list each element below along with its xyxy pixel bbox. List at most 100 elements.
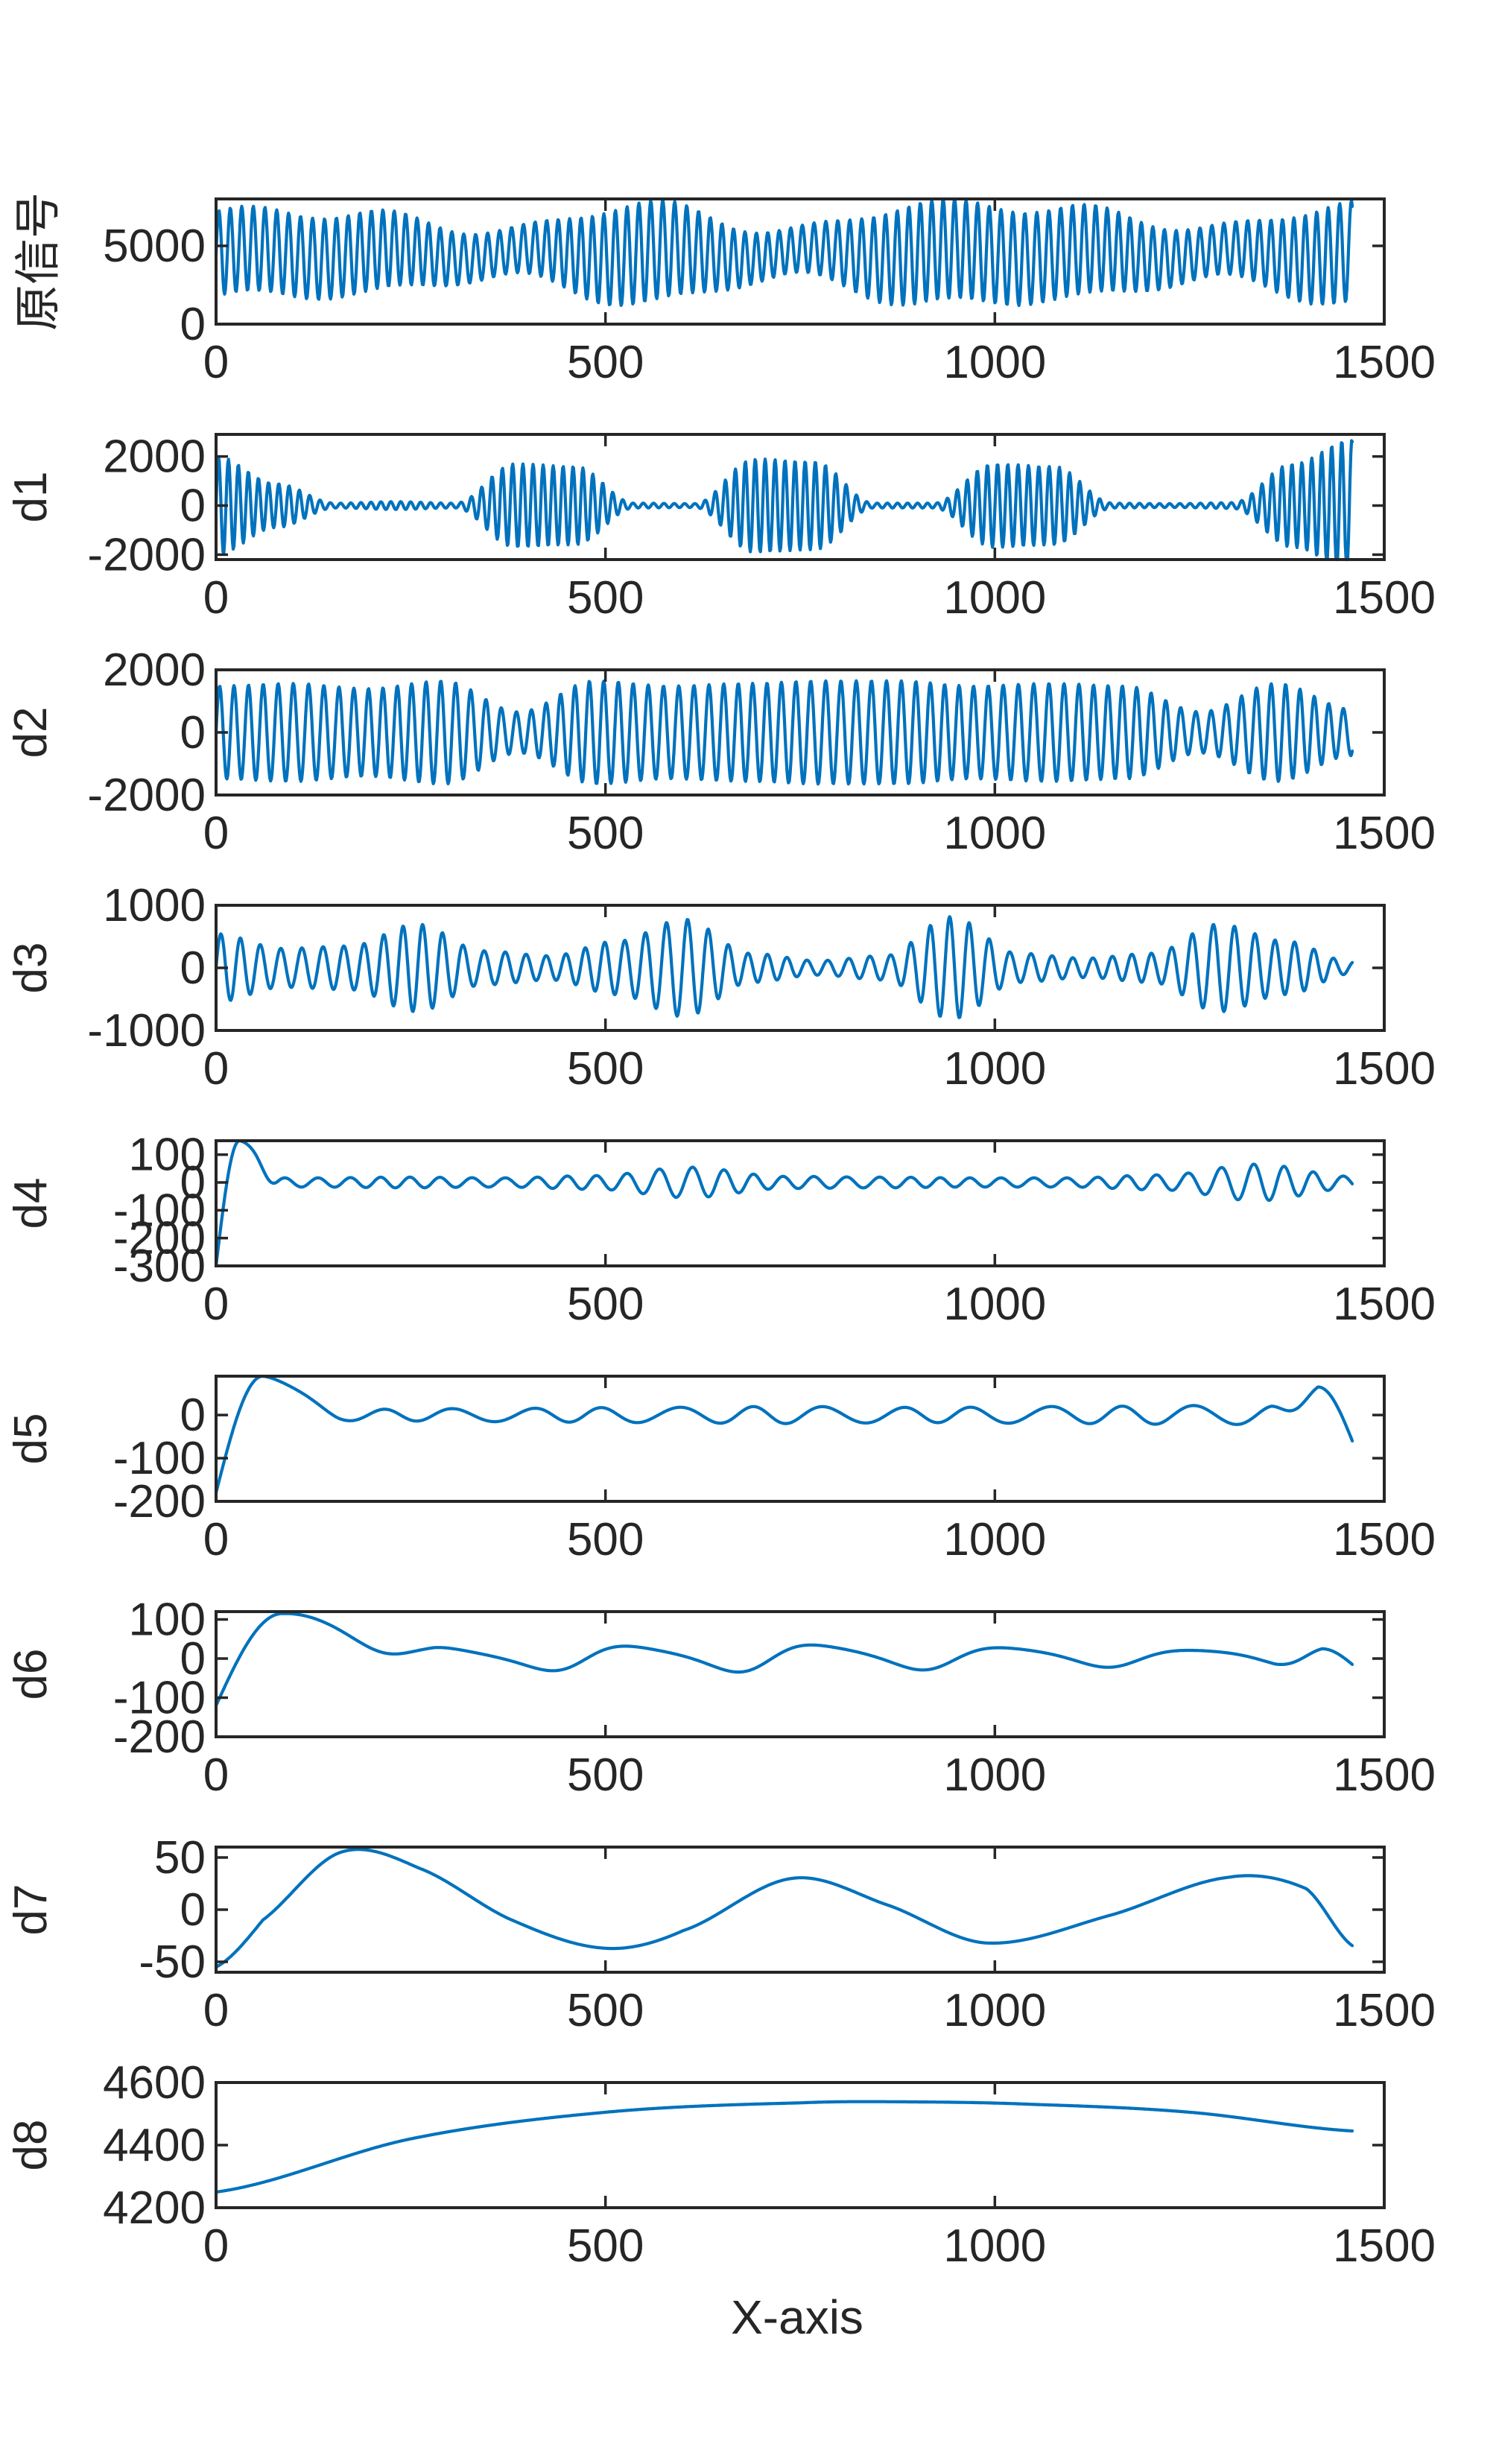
y-tick-label: 100 (129, 1130, 206, 1181)
y-tick-label: 0 (180, 299, 206, 350)
series-line-d2 (214, 679, 1354, 786)
y-axis-label: d6 (5, 1649, 57, 1700)
y-tick-label: 2000 (103, 644, 206, 696)
y-axis-label: d3 (5, 943, 57, 994)
x-tick-label: 0 (203, 2220, 229, 2272)
y-tick-label: -1000 (87, 1005, 206, 1057)
x-tick-label: 1500 (1333, 808, 1436, 859)
x-tick-label: 500 (567, 1279, 644, 1330)
y-tick-label: 0 (180, 1157, 206, 1209)
series-line-d6 (214, 1612, 1354, 1708)
x-tick-label: 500 (567, 572, 644, 624)
x-tick-label: 0 (203, 1279, 229, 1330)
plot-frame (215, 1846, 1386, 1974)
x-tick-label: 500 (567, 1514, 644, 1565)
x-tick-label: 0 (203, 1043, 229, 1095)
plot-frame (215, 1139, 1386, 1267)
x-tick-label: 1500 (1333, 1749, 1436, 1801)
subplot-原信号: 0 500 1000 1500 0 5000 原信号 (13, 192, 1436, 388)
x-tick-label: 500 (567, 1749, 644, 1801)
x-tick-label: 1500 (1333, 337, 1436, 388)
y-axis-label: d1 (5, 472, 57, 523)
y-tick-label: -200 (113, 1711, 206, 1763)
x-tick-label: 500 (567, 337, 644, 388)
y-tick-label: 0 (180, 481, 206, 532)
x-tick-label: 1500 (1333, 1985, 1436, 2036)
x-tick-label: 1000 (943, 337, 1046, 388)
y-axis-label: d2 (5, 707, 57, 758)
x-tick-label: 1000 (943, 1043, 1046, 1095)
x-axis-label: X-axis (731, 2290, 863, 2344)
plot-frame (215, 1610, 1386, 1738)
x-tick-label: 1500 (1333, 1514, 1436, 1565)
y-tick-label: -300 (113, 1241, 206, 1292)
x-tick-label: 500 (567, 1043, 644, 1095)
series-line-d5 (214, 1374, 1354, 1495)
y-tick-label: 2000 (103, 431, 206, 483)
y-tick-label: -200 (113, 1213, 206, 1264)
y-tick-label: -2000 (87, 529, 206, 580)
y-tick-label: 0 (180, 1390, 206, 1441)
x-tick-label: 0 (203, 1985, 229, 2036)
y-axis-label: 原信号 (13, 192, 64, 331)
y-tick-label: 1000 (103, 880, 206, 931)
x-tick-label: 1000 (943, 1514, 1046, 1565)
x-tick-label: 1500 (1333, 1043, 1436, 1095)
y-tick-label: 0 (180, 707, 206, 758)
y-tick-label: 5000 (103, 221, 206, 272)
y-tick-label: 4400 (103, 2120, 206, 2171)
series-line-原信号 (214, 197, 1354, 308)
y-tick-label: -100 (113, 1673, 206, 1724)
y-tick-label: 0 (180, 1633, 206, 1685)
subplot-d8: 0 500 1000 1500 4200 4400 4600 d8 (5, 2057, 1436, 2272)
x-tick-label: 1500 (1333, 1279, 1436, 1330)
x-tick-label: 0 (203, 1514, 229, 1565)
y-axis-label: d4 (5, 1178, 57, 1229)
x-tick-label: 500 (567, 808, 644, 859)
plot-frame (215, 1375, 1386, 1503)
y-tick-label: 100 (129, 1594, 206, 1646)
y-axis-label: d5 (5, 1413, 57, 1465)
series-line-d7 (214, 1848, 1354, 1969)
x-tick-label: 0 (203, 337, 229, 388)
x-tick-label: 500 (567, 2220, 644, 2272)
x-tick-label: 1000 (943, 1985, 1046, 2036)
plot-frame (215, 197, 1386, 326)
x-tick-label: 1000 (943, 2220, 1046, 2272)
y-tick-label: 50 (154, 1832, 206, 1884)
y-tick-label: 0 (180, 943, 206, 994)
x-tick-label: 1000 (943, 572, 1046, 624)
y-tick-label: -200 (113, 1476, 206, 1527)
x-tick-label: 0 (203, 1749, 229, 1801)
x-tick-label: 1000 (943, 1749, 1046, 1801)
x-tick-label: 1500 (1333, 572, 1436, 624)
y-tick-label: -2000 (87, 770, 206, 821)
y-tick-label: 4200 (103, 2182, 206, 2234)
x-tick-label: 1000 (943, 808, 1046, 859)
series-line-d1 (214, 439, 1354, 562)
y-tick-label: 0 (180, 1884, 206, 1936)
series-line-d3 (214, 915, 1354, 1019)
y-tick-label: -50 (139, 1936, 206, 1988)
y-axis-label: d8 (5, 2120, 57, 2171)
x-tick-label: 0 (203, 808, 229, 859)
y-axis-label: d7 (5, 1884, 57, 1936)
y-tick-label: -100 (113, 1433, 206, 1484)
x-tick-label: 1000 (943, 1279, 1046, 1330)
y-tick-label: 4600 (103, 2057, 206, 2109)
x-tick-label: 500 (567, 1985, 644, 2036)
x-tick-label: 0 (203, 572, 229, 624)
plot-frame (215, 433, 1386, 561)
y-tick-label: -100 (113, 1185, 206, 1236)
series-line-d8 (214, 2100, 1354, 2194)
series-line-d4 (214, 1138, 1354, 1268)
x-tick-label: 1500 (1333, 2220, 1436, 2272)
